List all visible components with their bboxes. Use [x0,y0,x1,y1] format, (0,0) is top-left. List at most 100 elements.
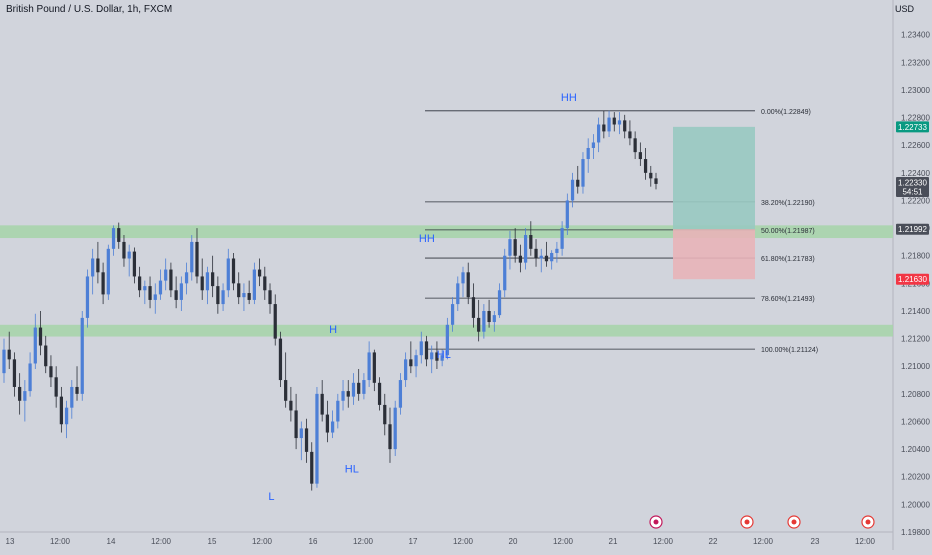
x-tick-label: 21 [609,537,618,546]
candle-body [450,304,455,325]
candle-body [456,283,460,305]
candle-body [122,241,126,259]
candle-body [424,341,429,360]
candle-body [273,304,277,339]
candle-body [591,142,596,148]
candle-body [581,159,585,187]
candle-body [351,382,356,397]
price-badge-value: 1.21630 [898,275,927,284]
candle-body [461,272,465,284]
candle-body [190,241,194,273]
candle-body [372,352,376,383]
y-tick-label: 1.23200 [901,58,930,67]
candle-body [111,228,116,249]
candle-body [617,120,622,125]
structure-label-hl: HL [345,464,359,476]
fib-level-label: 38.20%(1.22190) [761,200,815,207]
candle-body [586,147,590,160]
structure-label-hl: HL [437,349,451,361]
structure-label-h: H [329,324,337,336]
candle-body [91,258,95,277]
candle-body [263,276,267,291]
structure-label-hh: HH [419,233,435,245]
candle-body [398,380,403,408]
candle-body [64,407,69,425]
candle-body [106,248,110,295]
candle-body [414,355,418,367]
x-tick-label: 23 [811,537,820,546]
candle-body [555,248,559,253]
candle-body [304,428,309,452]
structure-label-hh: HH [561,92,577,104]
y-tick-label: 1.20000 [901,500,930,509]
candle-body [164,269,168,281]
candle-body [143,286,147,291]
y-tick-label: 1.22800 [901,114,930,123]
candle-body [565,200,569,229]
candle-body [137,276,142,291]
position-stop-zone [673,229,755,280]
price-badge [896,223,929,235]
fib-level-label: 61.80%(1.21783) [761,256,815,263]
candle-body [117,228,121,242]
x-tick-label: 12:00 [252,537,273,546]
candle-body [153,294,157,300]
x-tick-label: 12:00 [553,537,574,546]
event-marker-dot [744,519,750,525]
candle-body [299,428,303,439]
x-tick-label: 20 [509,537,518,546]
candle-body [607,117,611,132]
x-tick-label: 13 [6,537,15,546]
candle-body [23,391,27,401]
candle-body [226,258,230,291]
candle-body [7,349,11,360]
y-tick-label: 1.22200 [901,196,930,205]
fib-level-label: 50.00%(1.21987) [761,228,815,235]
candle-body [148,286,152,300]
candle-body [247,293,251,300]
candle-body [503,255,507,291]
candle-body [534,248,538,259]
candle-body [85,276,90,318]
candle-body [430,352,434,360]
candle-body [377,382,382,405]
x-tick-label: 12:00 [453,537,474,546]
candle-body [576,179,580,187]
candle-body [404,359,408,381]
y-tick-label: 1.21400 [901,307,930,316]
x-tick-label: 15 [208,537,217,546]
candle-body [393,407,397,450]
y-tick-label: 1.22600 [901,141,930,150]
y-tick-label: 1.20200 [901,473,930,482]
price-badge-value: 1.22330 [898,179,927,188]
x-tick-label: 12:00 [855,537,876,546]
candle-body [523,235,528,263]
candle-body [70,386,74,408]
candle-body [44,345,48,367]
structure-label-l: L [268,491,274,503]
event-marker-dot [865,519,871,525]
y-tick-label: 1.20600 [901,417,930,426]
candle-body [513,239,517,256]
candle-body [169,269,173,291]
candle-body [2,349,6,374]
candle-body [633,138,637,153]
candle-body [508,239,512,256]
candle-body [362,380,366,394]
candle-body [550,252,554,262]
candle-body [492,315,496,323]
price-badge-value: 1.21992 [898,225,927,234]
candle-body [471,297,476,318]
candle-body [643,159,648,173]
price-badge-countdown: 54:51 [902,188,923,197]
candle-body [80,317,84,394]
y-tick-label: 1.21800 [901,252,930,261]
candle-body [49,366,53,378]
x-tick-label: 22 [709,537,718,546]
candle-body [482,310,486,332]
candle-body [75,386,79,394]
candle-body [179,283,183,300]
candle-body [205,272,210,291]
